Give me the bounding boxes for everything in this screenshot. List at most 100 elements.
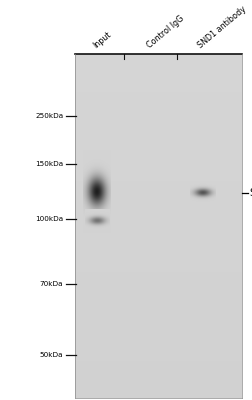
Bar — [74, 170, 241, 171]
Text: 50kDa: 50kDa — [40, 352, 63, 358]
Bar — [74, 246, 241, 247]
Bar — [74, 180, 241, 181]
Bar — [74, 101, 241, 102]
Bar — [74, 100, 241, 101]
Bar — [74, 168, 241, 169]
Bar — [74, 360, 241, 361]
Bar — [74, 248, 241, 249]
Bar — [74, 136, 241, 138]
Bar — [74, 348, 241, 349]
Bar — [74, 273, 241, 274]
Bar — [74, 153, 241, 154]
Bar — [74, 213, 241, 214]
Bar — [74, 214, 241, 216]
Bar — [74, 76, 241, 77]
Bar — [74, 244, 241, 246]
Bar — [74, 302, 241, 303]
Bar — [74, 321, 241, 322]
Bar — [74, 375, 241, 376]
Bar — [74, 266, 241, 267]
Bar — [74, 91, 241, 92]
Bar — [74, 233, 241, 234]
Bar — [74, 373, 241, 374]
Bar — [74, 114, 241, 115]
Bar — [74, 157, 241, 158]
Bar — [74, 340, 241, 341]
Text: Control IgG: Control IgG — [144, 14, 184, 50]
Bar — [74, 392, 241, 394]
Bar — [74, 62, 241, 63]
Bar — [74, 314, 241, 316]
Bar — [74, 287, 241, 288]
Bar — [74, 295, 241, 296]
Bar — [74, 139, 241, 140]
Bar — [74, 111, 241, 112]
Bar — [74, 271, 241, 272]
Bar — [74, 270, 241, 271]
Bar — [74, 383, 241, 384]
Bar — [74, 130, 241, 131]
Bar — [74, 69, 241, 70]
Bar — [74, 141, 241, 142]
Bar — [74, 70, 241, 71]
Bar — [74, 364, 241, 365]
Bar — [74, 378, 241, 380]
Bar — [74, 303, 241, 304]
Bar — [74, 394, 241, 396]
Bar — [74, 252, 241, 254]
Bar — [74, 385, 241, 386]
Bar — [74, 176, 241, 177]
Bar — [74, 350, 241, 351]
Bar — [74, 160, 241, 161]
Bar — [74, 292, 241, 294]
Bar — [74, 265, 241, 266]
Bar — [74, 66, 241, 67]
Bar — [74, 201, 241, 202]
Bar — [74, 127, 241, 128]
Bar — [74, 93, 241, 94]
Bar — [74, 109, 241, 110]
Bar — [74, 255, 241, 256]
Bar — [74, 226, 241, 227]
Bar — [74, 305, 241, 306]
Bar — [74, 351, 241, 352]
Bar — [74, 189, 241, 190]
Bar — [74, 257, 241, 258]
Bar — [74, 390, 241, 391]
Bar — [74, 275, 241, 276]
Bar — [74, 388, 241, 389]
Bar — [74, 337, 241, 338]
Bar — [74, 79, 241, 80]
Bar — [74, 230, 241, 232]
Bar — [74, 397, 241, 398]
Bar — [74, 286, 241, 287]
Bar — [74, 98, 241, 99]
Bar — [74, 374, 241, 375]
Bar — [74, 123, 241, 124]
Bar — [74, 126, 241, 127]
Bar — [74, 112, 241, 114]
Bar — [74, 195, 241, 196]
Bar — [74, 144, 241, 146]
Bar — [74, 333, 241, 334]
Bar — [74, 75, 241, 76]
Bar — [74, 291, 241, 292]
Bar — [74, 107, 241, 108]
Bar — [74, 192, 241, 193]
Bar — [74, 362, 241, 364]
Bar — [74, 254, 241, 255]
Bar — [74, 99, 241, 100]
Bar — [74, 251, 241, 252]
Bar — [74, 118, 241, 119]
Bar — [74, 205, 241, 206]
Bar — [74, 304, 241, 305]
Bar — [74, 366, 241, 367]
Bar — [74, 178, 241, 179]
Bar — [74, 115, 241, 116]
Bar — [74, 238, 241, 239]
Bar — [74, 169, 241, 170]
Bar — [74, 345, 241, 346]
Bar — [74, 158, 241, 160]
Bar — [74, 188, 241, 189]
Bar — [74, 67, 241, 68]
